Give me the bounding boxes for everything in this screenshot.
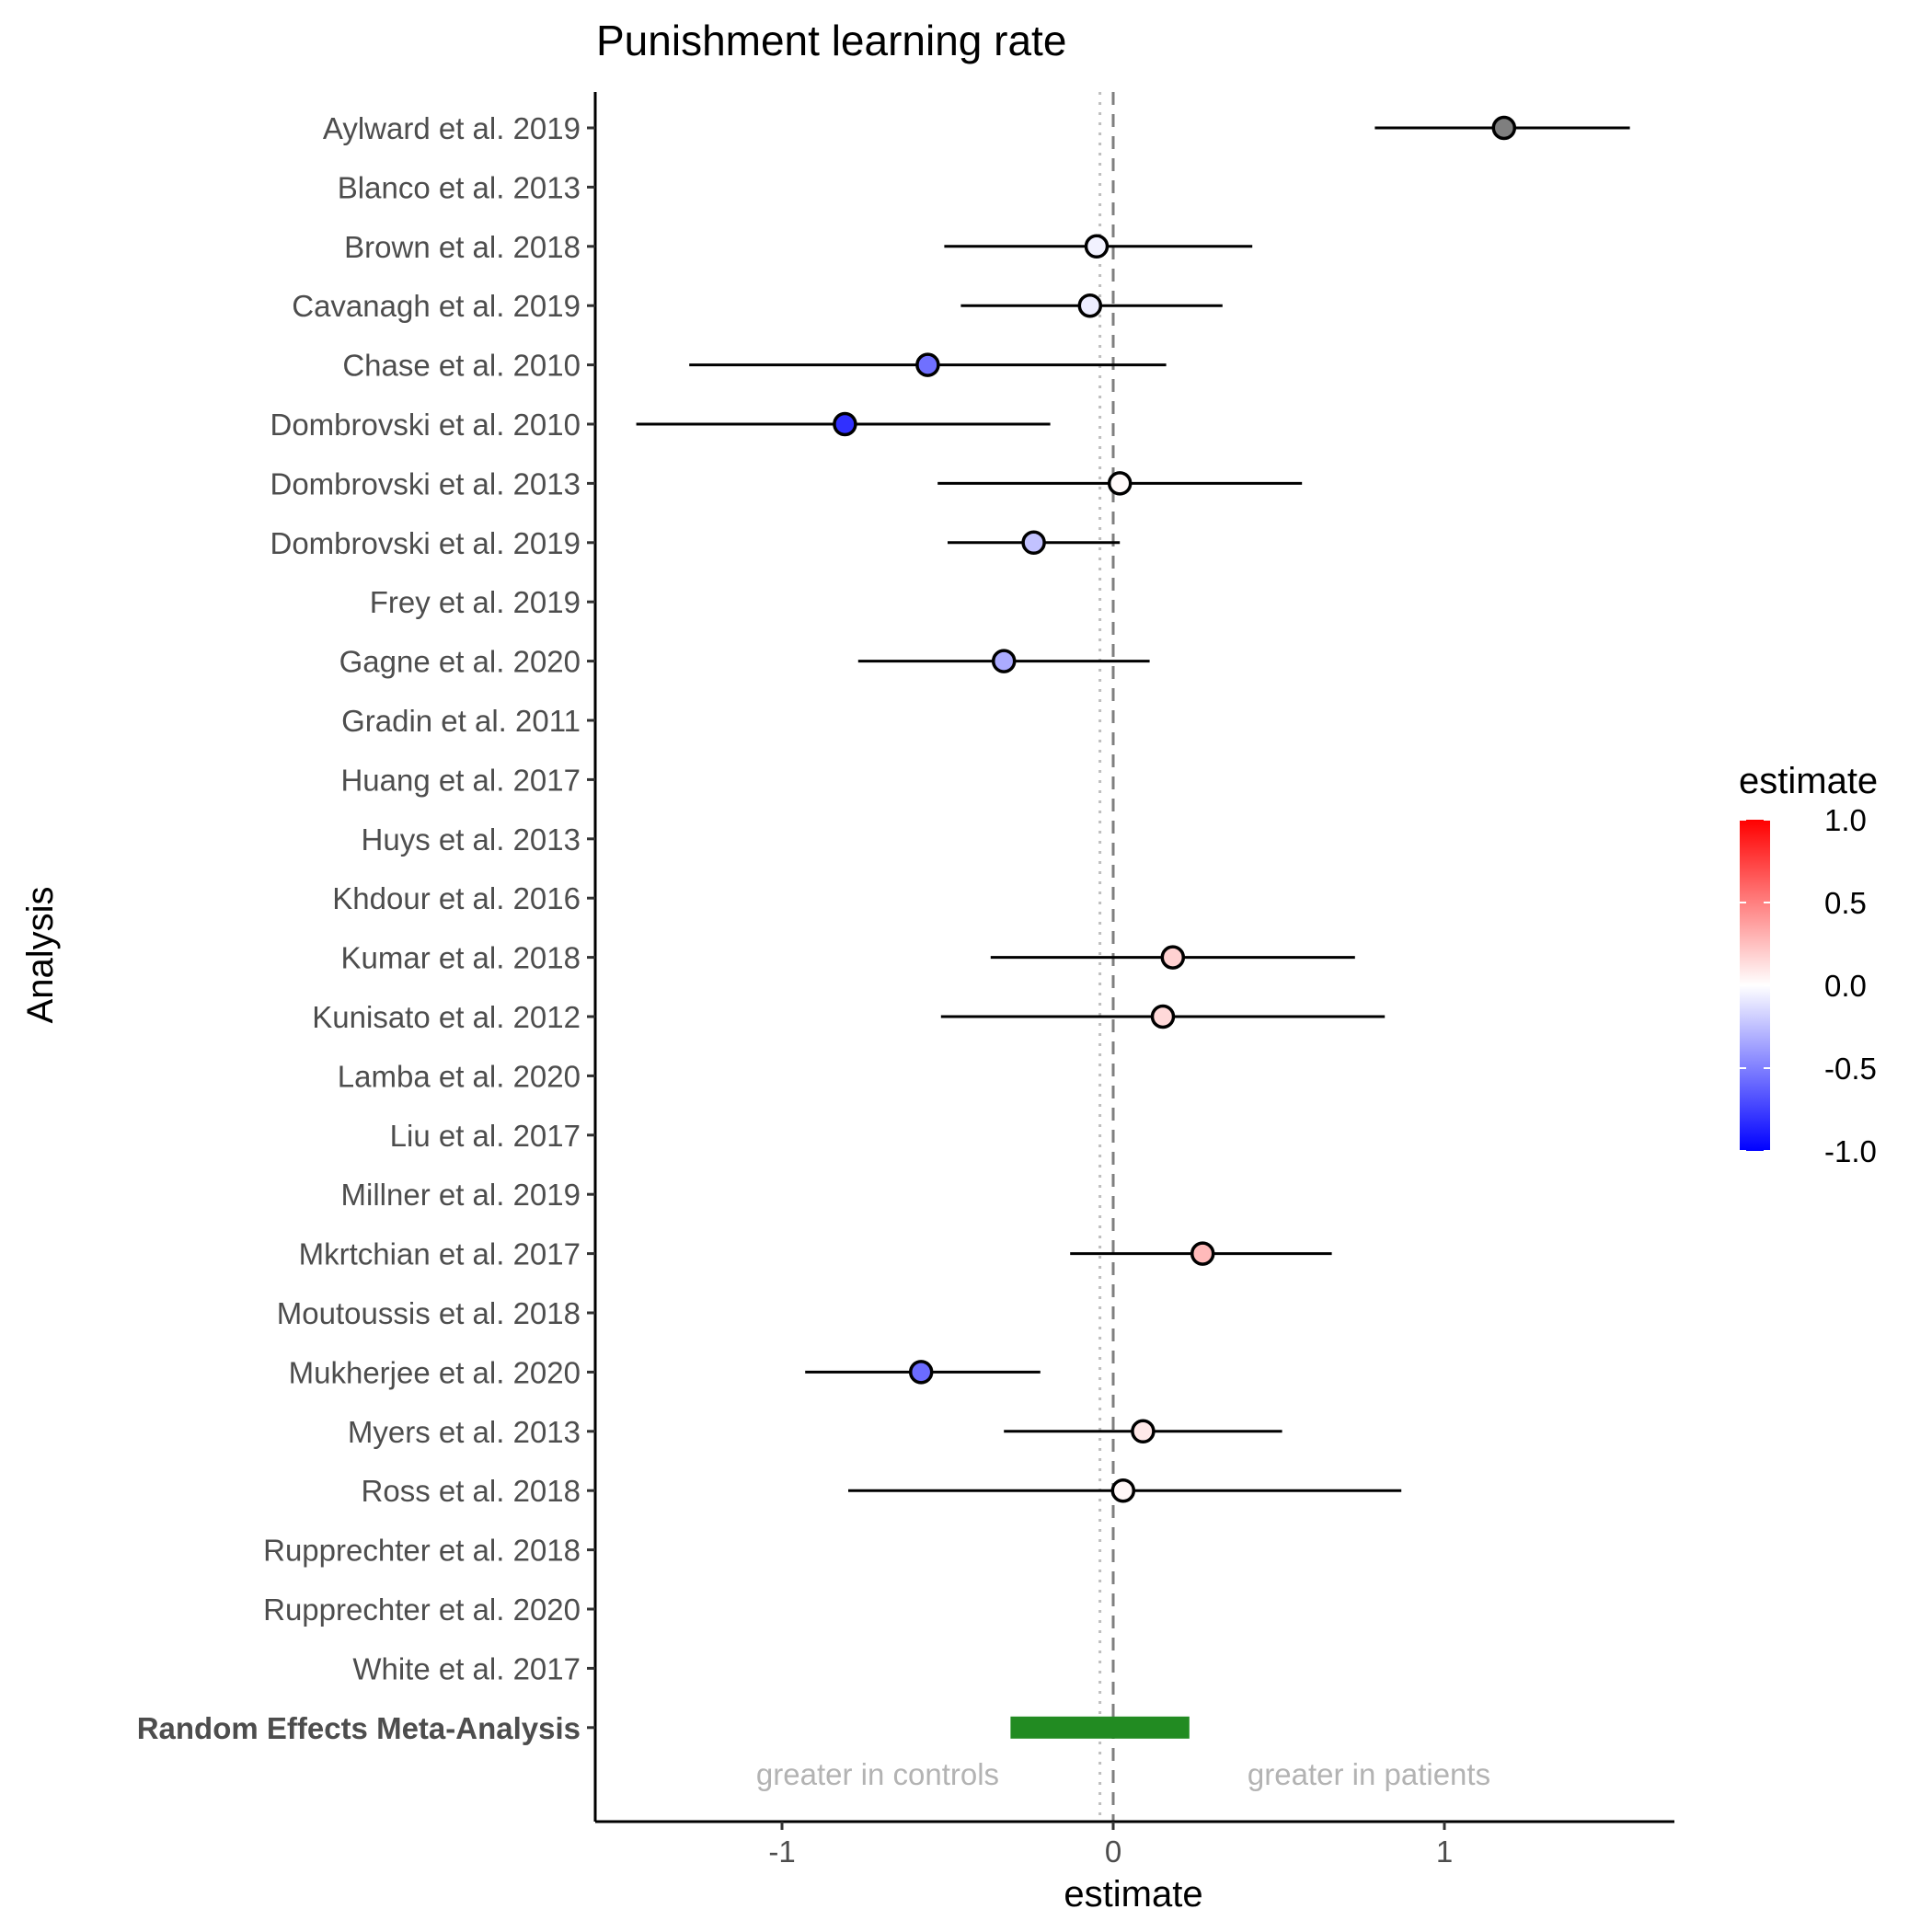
estimate-point: [1190, 1241, 1215, 1266]
y-tick-label: Dombrovski et al. 2010: [270, 408, 581, 442]
legend-tick-label: 1.0: [1824, 803, 1867, 837]
y-tick-label: White et al. 2017: [352, 1651, 581, 1685]
y-tick-label: Myers et al. 2013: [348, 1415, 581, 1449]
estimate-point: [1107, 471, 1133, 496]
y-tick-label: Kumar et al. 2018: [341, 941, 581, 975]
legend-tick-label: -1.0: [1824, 1134, 1877, 1168]
x-axis-ticks: -1 0 1: [768, 1822, 1453, 1869]
legend-title: estimate: [1739, 761, 1878, 801]
annotation-greater-in-controls: greater in controls: [756, 1757, 999, 1791]
y-axis-label: Analysis: [20, 887, 61, 1024]
estimate-point: [1150, 1004, 1176, 1029]
y-tick-label: Mkrtchian et al. 2017: [299, 1237, 581, 1271]
y-tick-label: Dombrovski et al. 2019: [270, 526, 581, 560]
y-tick-label: Mukherjee et al. 2020: [289, 1355, 581, 1389]
y-axis-ticks: Aylward et al. 2019 Blanco et al. 2013 Bro…: [137, 111, 595, 1745]
y-tick-label: Dombrovski et al. 2013: [270, 466, 581, 500]
y-tick-label: Kunisato et al. 2012: [312, 1000, 581, 1034]
y-tick-label: Huang et al. 2017: [340, 763, 581, 797]
y-tick-label: Gagne et al. 2020: [339, 645, 581, 679]
y-tick-label: Aylward et al. 2019: [323, 111, 581, 145]
y-tick-label: Rupprechter et al. 2018: [263, 1534, 581, 1568]
x-axis-label: estimate: [1064, 1874, 1202, 1915]
y-tick-label: Gradin et al. 2011: [341, 704, 581, 738]
estimate-point: [915, 352, 940, 377]
estimate-point: [1131, 1419, 1156, 1444]
estimate-point: [1160, 945, 1186, 970]
x-tick-label: 1: [1436, 1834, 1453, 1869]
meta-analysis-bar: [1010, 1716, 1190, 1739]
y-tick-label: Khdour et al. 2016: [332, 881, 581, 915]
estimate-points: [833, 115, 1517, 1503]
x-tick-label: -1: [768, 1834, 795, 1869]
estimate-point: [1084, 234, 1110, 259]
y-tick-label: Frey et al. 2019: [370, 585, 581, 619]
y-tick-label: Lamba et al. 2020: [338, 1059, 581, 1093]
y-tick-label: Moutoussis et al. 2018: [277, 1296, 581, 1330]
chart-title: Punishment learning rate: [596, 17, 1066, 64]
annotation-greater-in-patients: greater in patients: [1248, 1757, 1490, 1791]
estimate-point: [991, 649, 1017, 673]
y-tick-label: Chase et al. 2010: [342, 349, 581, 383]
confidence-intervals: [636, 126, 1630, 1492]
y-tick-label: Blanco et al. 2013: [338, 170, 581, 204]
y-tick-label: Cavanagh et al. 2019: [292, 289, 581, 323]
estimate-point: [833, 411, 857, 437]
estimate-point: [1110, 1478, 1136, 1503]
estimate-point: [1021, 530, 1046, 556]
legend-ticks: 1.0 0.5 0.0 -0.5 -1.0: [1740, 803, 1877, 1168]
meta-analysis-group: [1010, 1716, 1190, 1739]
estimate-point: [908, 1360, 934, 1385]
legend-tick-label: 0.0: [1824, 969, 1867, 1003]
y-tick-label: Millner et al. 2019: [341, 1178, 581, 1212]
estimate-point: [1491, 115, 1517, 141]
y-tick-label: Huys et al. 2013: [362, 822, 581, 857]
y-tick-label: Liu et al. 2017: [390, 1119, 581, 1153]
meta-analysis-label: Random Effects Meta-Analysis: [137, 1711, 581, 1745]
y-tick-label: Rupprechter et al. 2020: [263, 1593, 581, 1627]
y-tick-label: Ross et al. 2018: [362, 1474, 581, 1508]
color-legend: estimate 1.0 0.5 0.0 -0.5 -1.0: [1739, 761, 1878, 1168]
legend-tick-label: 0.5: [1824, 886, 1867, 920]
x-tick-label: 0: [1105, 1834, 1121, 1869]
estimate-point: [1077, 293, 1103, 318]
y-tick-label: Brown et al. 2018: [344, 230, 581, 264]
legend-tick-label: -0.5: [1824, 1052, 1877, 1086]
